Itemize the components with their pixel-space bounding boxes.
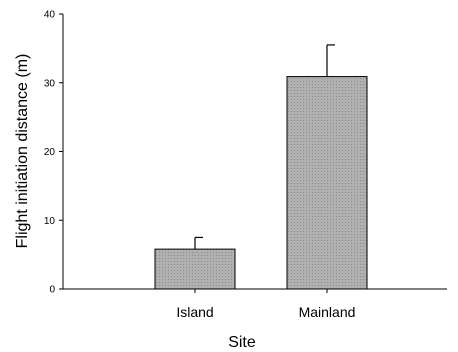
x-tick-label-mainland: Mainland [299,304,356,320]
x-axis-title: Site [228,334,256,351]
y-tick-label: 0 [49,285,55,296]
bar-mainland [286,76,368,290]
y-tick-label: 40 [44,10,56,21]
y-tick-label: 30 [44,78,56,89]
y-axis-ticks: 0 10 20 30 40 [44,10,63,296]
x-tick-label-island: Island [176,304,213,320]
y-tick-label: 10 [44,216,56,227]
plot-area [154,44,368,290]
bar-island [154,248,236,290]
y-axis-title: Flight initiation distance (m) [14,54,31,249]
x-axis-ticks: Island Mainland [176,289,355,320]
y-tick-label: 20 [44,147,56,158]
